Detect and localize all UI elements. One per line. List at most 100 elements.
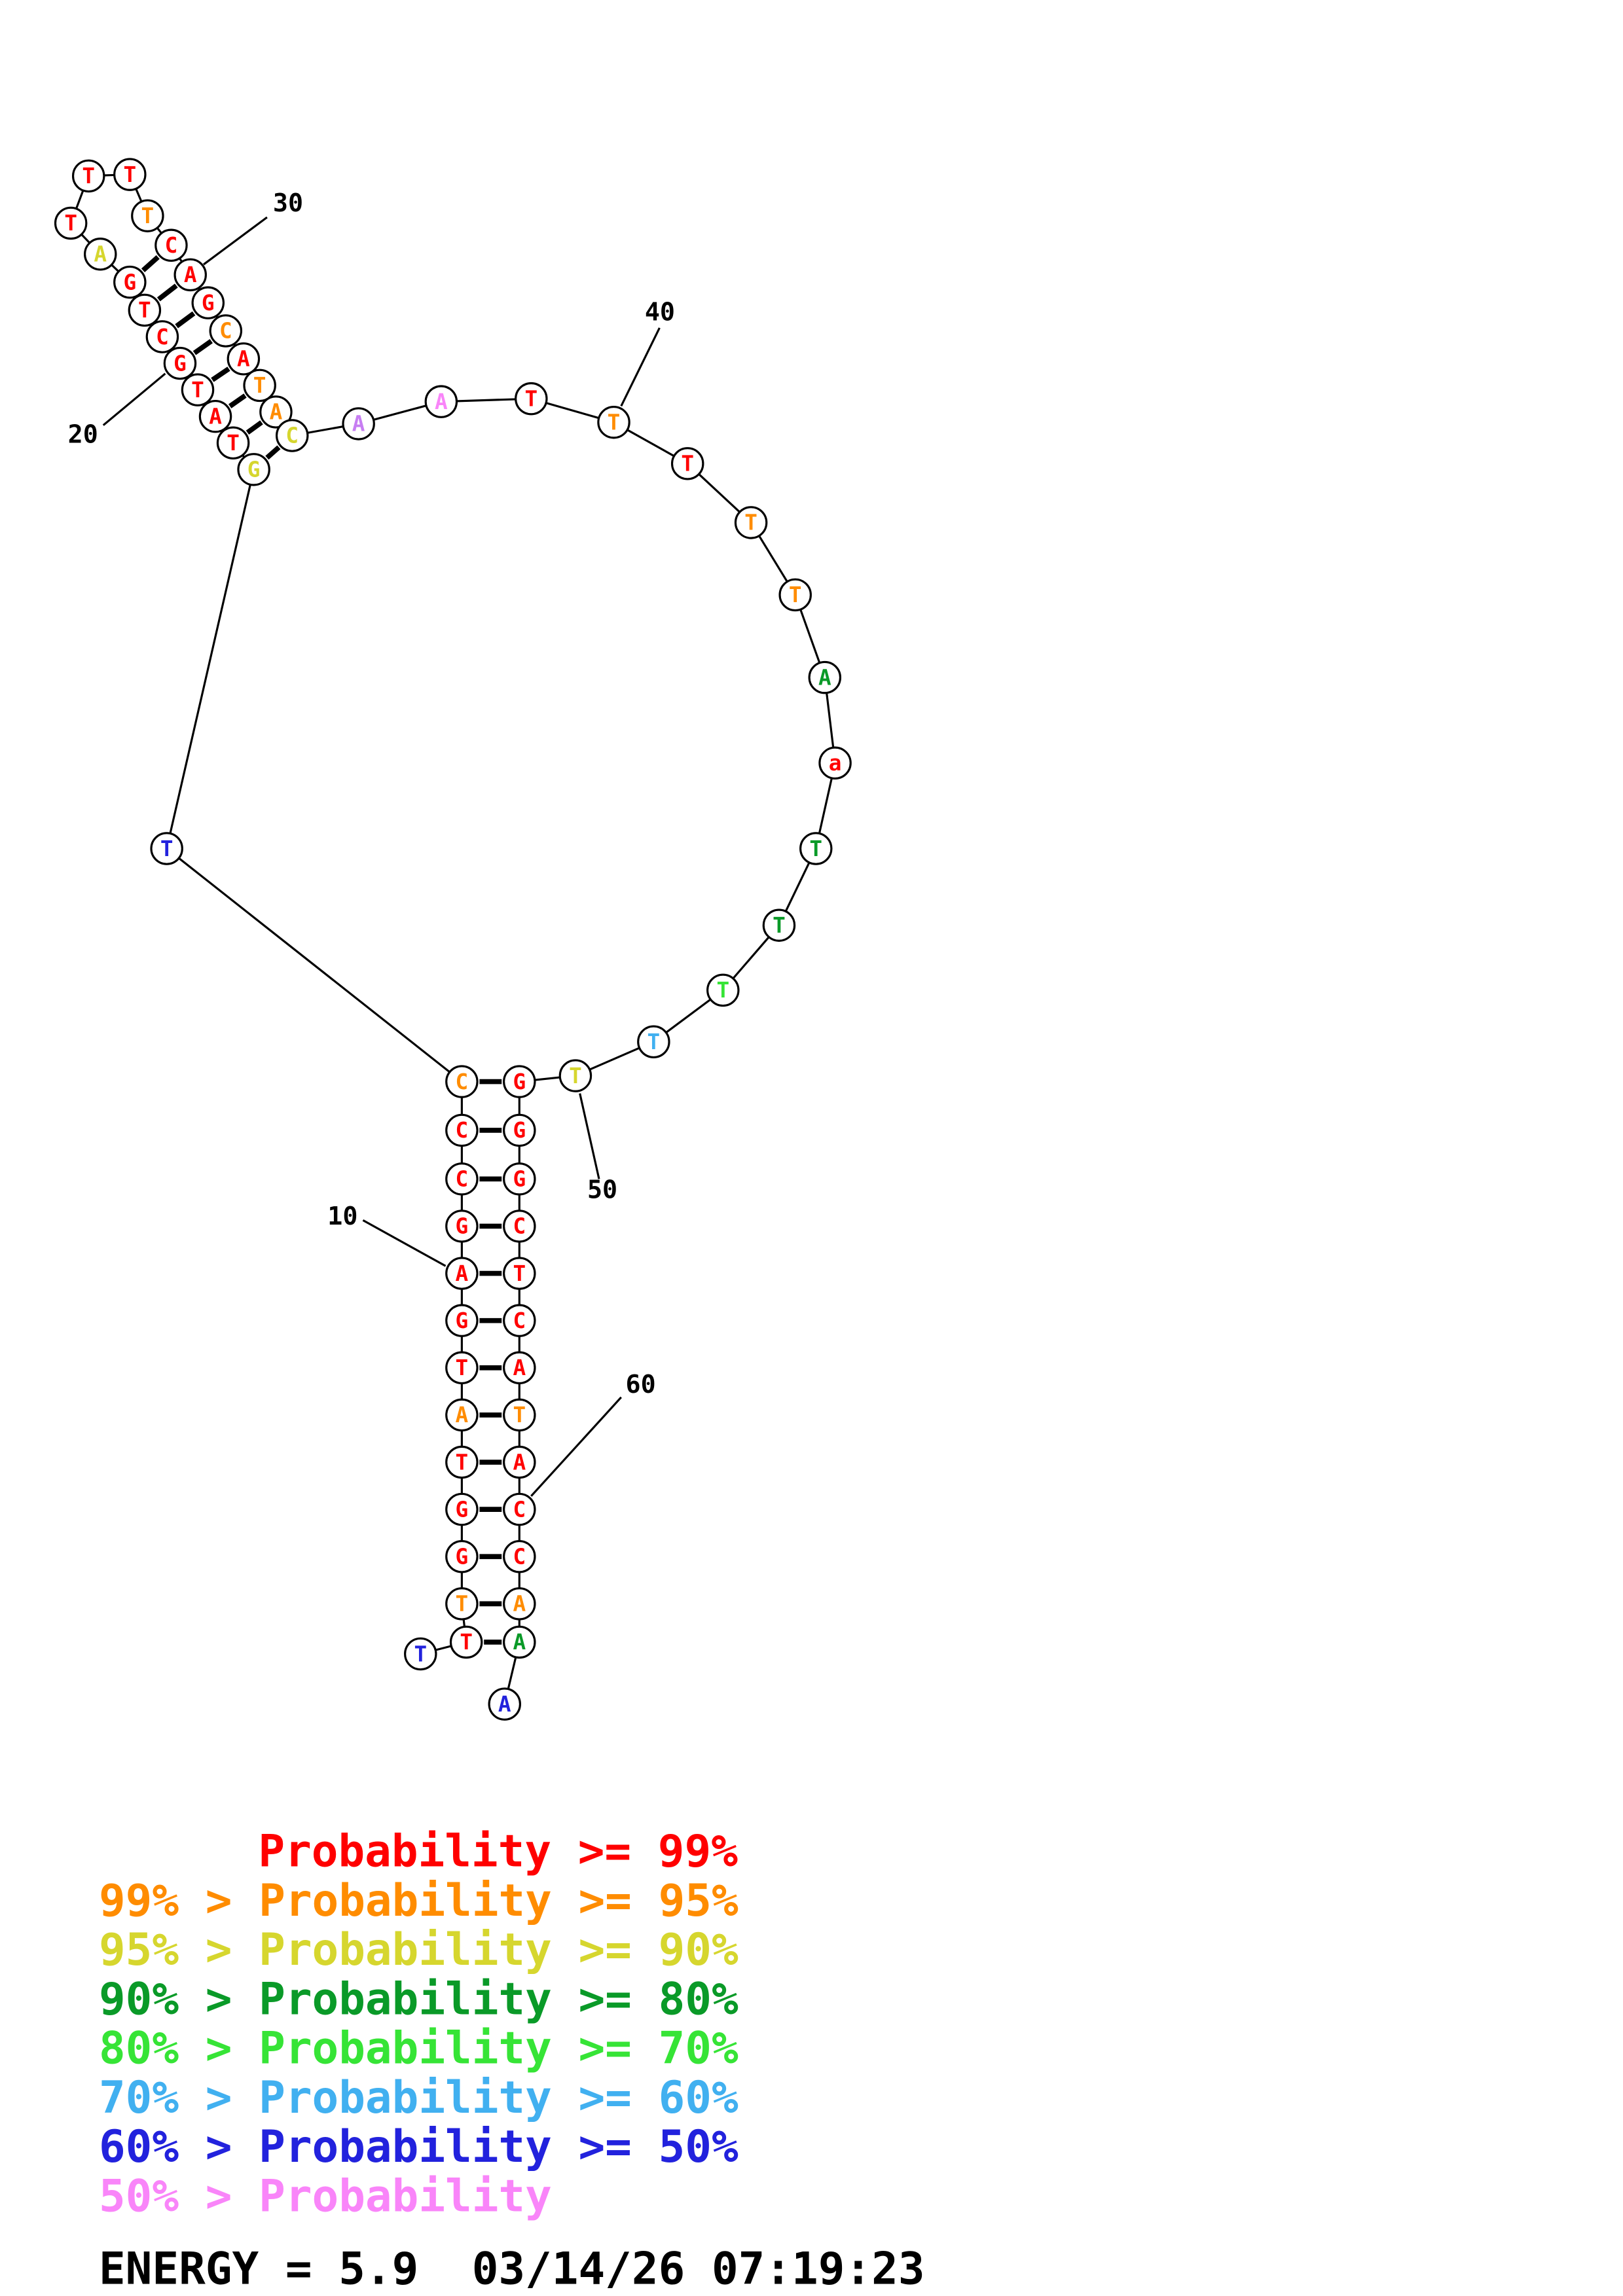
label-leader-line	[530, 1396, 622, 1497]
nt-12-C: C	[445, 1162, 479, 1196]
nucleotide-circle	[131, 199, 164, 232]
nucleotide-letter: G	[456, 1308, 469, 1333]
basepair-bond	[228, 393, 247, 408]
nt-10-A: A	[445, 1257, 479, 1290]
nt-60-C: C	[503, 1492, 536, 1526]
legend-row: 80% > Probability >= 70%	[99, 2022, 739, 2074]
nt-46-T: T	[799, 832, 833, 865]
nt-25-T: T	[54, 206, 88, 240]
nucleotide-circle	[150, 832, 183, 865]
nucleotide-letter: A	[184, 262, 197, 287]
nucleotide-circle	[54, 206, 88, 240]
basepair-bond	[192, 339, 213, 355]
label-number: 20	[68, 420, 98, 450]
legend-row: 50% > Probability	[99, 2170, 552, 2221]
nucleotide-circle	[503, 1210, 536, 1243]
nucleotide-letter: A	[513, 1450, 526, 1475]
nucleotide-circle	[818, 746, 852, 780]
label-leader-line	[203, 216, 268, 266]
nucleotide-circle	[404, 1637, 437, 1671]
nucleotide-letter: A	[456, 1403, 469, 1427]
probability-legend: Probability >= 99%99% > Probability >= 9…	[99, 1825, 739, 2222]
basepair-bond	[175, 311, 196, 329]
nt-59-A: A	[503, 1445, 536, 1479]
nucleotide-letter: A	[435, 389, 448, 414]
nt-21-C: C	[145, 320, 179, 353]
nucleotide-letter: T	[608, 410, 621, 435]
nucleotide-letter: G	[456, 1497, 469, 1522]
nucleotide-letter: T	[789, 583, 802, 607]
nucleotide-circle	[216, 426, 250, 460]
nt-62-A: A	[503, 1587, 536, 1621]
nucleotide-circle	[445, 1492, 479, 1526]
nt-44-A: A	[808, 660, 842, 694]
legend-row: 70% > Probability >= 60%	[99, 2072, 739, 2123]
nucleotide-circle	[637, 1025, 670, 1058]
nucleotide-circle	[503, 1162, 536, 1196]
legend-row: 99% > Probability >= 95%	[99, 1874, 739, 1926]
nucleotide-letter: T	[138, 298, 151, 323]
nucleotide-letter: G	[173, 351, 187, 376]
nt-19-T: T	[181, 373, 215, 406]
nucleotide-letter: C	[285, 423, 299, 448]
nucleotide-circle	[808, 660, 842, 694]
nucleotide-letter: T	[456, 1592, 469, 1617]
label-number: 40	[645, 298, 675, 327]
nucleotide-letter: A	[513, 1592, 526, 1617]
label-leader-line	[620, 327, 661, 407]
nucleotide-circle	[445, 1304, 479, 1337]
nucleotide-circle	[503, 1351, 536, 1385]
nucleotide-circle	[259, 395, 293, 429]
nucleotide-letter: G	[513, 1118, 526, 1143]
nt-37-A: A	[342, 407, 375, 440]
nucleotide-circle	[558, 1059, 593, 1092]
nucleotide-letter: T	[456, 1450, 469, 1475]
basepair-bond	[141, 255, 160, 272]
nucleotide-circle	[84, 238, 117, 271]
nucleotide-circle	[445, 1113, 479, 1147]
energy-text: ENERGY = 5.9 03/14/26 07:19:23	[99, 2242, 925, 2294]
nucleotide-letter: G	[456, 1545, 469, 1570]
nucleotide-letter: T	[716, 978, 729, 1003]
basepair-bonds	[141, 255, 502, 1645]
nucleotide-circle	[503, 1065, 536, 1098]
nucleotide-letter: T	[647, 1030, 661, 1054]
nucleotide-letter: T	[569, 1064, 582, 1088]
nucleotide-letter: C	[456, 1069, 469, 1094]
nt-51-G: G	[503, 1065, 536, 1098]
legend-row: 90% > Probability >= 80%	[99, 1973, 739, 2024]
nucleotide-letter: G	[513, 1167, 526, 1192]
basepair-bond	[265, 445, 281, 460]
nucleotide-letter: C	[513, 1214, 526, 1239]
nucleotide-letter: T	[460, 1630, 473, 1655]
nt-55-T: T	[503, 1257, 536, 1290]
label-number: 10	[327, 1202, 357, 1231]
nt-4-G: G	[445, 1540, 479, 1573]
nt-6-T: T	[445, 1445, 479, 1479]
nucleotide-circle	[503, 1445, 536, 1479]
nucleotide-circle	[181, 373, 215, 406]
nucleotide-letter: T	[456, 1355, 469, 1380]
nt-1-T: T	[404, 1637, 437, 1671]
nucleotide-letter: T	[82, 164, 95, 188]
nucleotide-letter: A	[498, 1692, 511, 1717]
nucleotide-letter: A	[237, 347, 250, 372]
basepair-bond	[211, 367, 230, 382]
nt-15-T: T	[150, 832, 183, 865]
nt-54-C: C	[503, 1210, 536, 1243]
nucleotide-circle	[503, 1257, 536, 1290]
nucleotide-circle	[762, 908, 796, 942]
nucleotide-letter: T	[191, 378, 204, 403]
nucleotide-letter: C	[456, 1118, 469, 1143]
label-number: 50	[587, 1175, 617, 1205]
nucleotide-circle	[778, 578, 812, 612]
nt-2-T: T	[449, 1625, 483, 1659]
nt-8-T: T	[445, 1351, 479, 1385]
nt-53-G: G	[503, 1162, 536, 1196]
position-label-30: 30	[203, 188, 303, 266]
legend-row: 95% > Probability >= 90%	[99, 1924, 739, 1975]
nt-22-T: T	[128, 293, 162, 327]
backbone-segment	[166, 469, 255, 849]
nt-61-C: C	[503, 1540, 536, 1573]
nt-24-A: A	[84, 238, 117, 271]
